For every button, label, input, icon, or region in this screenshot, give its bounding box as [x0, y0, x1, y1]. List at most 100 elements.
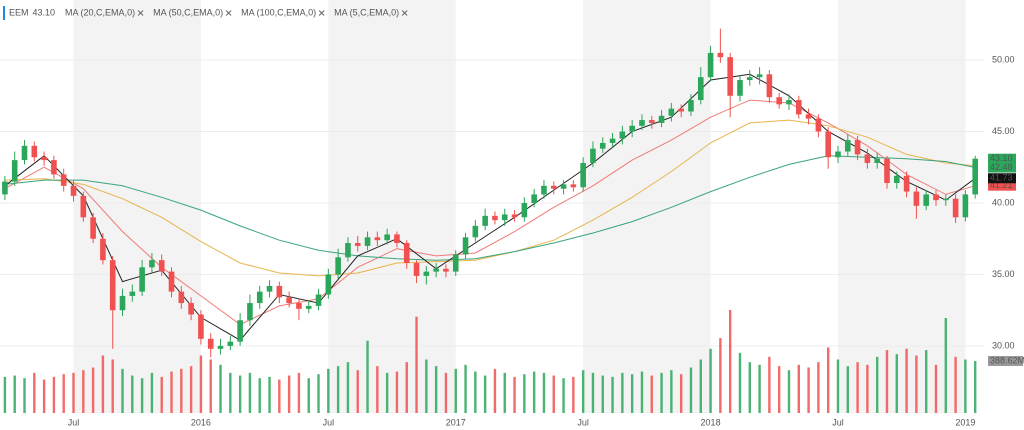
- candle-body: [844, 140, 851, 152]
- candle-body: [707, 52, 714, 78]
- ma-end-label-bg: [988, 180, 1016, 191]
- candle-body: [423, 271, 430, 276]
- candle-body: [482, 215, 488, 226]
- legend-close[interactable]: [318, 10, 325, 16]
- ma-end-label-bg: [988, 173, 1016, 184]
- candle-body: [766, 74, 773, 98]
- volume-bar: [924, 350, 928, 413]
- candle-body: [590, 148, 596, 163]
- x-tick-label: 2019: [955, 417, 975, 427]
- volume-bar: [679, 374, 683, 413]
- x-tick-label: Jul: [323, 417, 335, 427]
- volume-bar: [895, 354, 898, 413]
- candle-body: [492, 215, 498, 221]
- volume-bar: [209, 359, 212, 413]
- volume-bar: [385, 372, 389, 413]
- volume-bar: [719, 338, 722, 413]
- candle-body: [648, 120, 655, 123]
- candle-body: [737, 80, 743, 96]
- volume-bar: [140, 378, 144, 413]
- candle-body: [207, 338, 214, 349]
- candle-body: [217, 345, 224, 349]
- volume-bar: [42, 379, 46, 413]
- legend-item[interactable]: MA (5,C,EMA,0): [334, 7, 399, 17]
- volume-bar: [150, 372, 154, 413]
- candle-body: [746, 77, 753, 81]
- x-tick-label: 2018: [701, 417, 721, 427]
- volume-bar: [336, 366, 340, 413]
- volume-bar: [180, 368, 183, 413]
- ma-line: [4, 73, 976, 341]
- volume-bar: [856, 362, 859, 413]
- legend-item[interactable]: MA (50,C,EMA,0): [153, 7, 223, 17]
- candle-body: [149, 260, 155, 268]
- y-tick-label: 35.00: [992, 269, 1015, 279]
- candle-body: [678, 108, 684, 112]
- candle-body: [188, 303, 194, 315]
- volume-bar: [709, 348, 712, 413]
- volume-bar: [562, 378, 565, 413]
- volume: [3, 310, 977, 413]
- legend-price: 43.10: [33, 7, 56, 17]
- candle-body: [472, 225, 479, 238]
- legend-item[interactable]: MA (100,C,EMA,0): [241, 7, 316, 17]
- volume-bar: [787, 370, 791, 413]
- candle-body: [727, 57, 733, 96]
- candle-body: [364, 237, 371, 246]
- candle-body: [972, 158, 978, 195]
- volume-bar: [376, 366, 379, 413]
- volume-bar: [23, 378, 26, 413]
- volume-bar: [777, 366, 781, 413]
- candle-body: [786, 100, 792, 105]
- volume-bar: [581, 370, 585, 413]
- candle-body: [129, 291, 136, 296]
- legend-close[interactable]: [225, 10, 232, 16]
- candle-body: [658, 115, 665, 123]
- volume-bar: [591, 372, 595, 413]
- volume-bar: [170, 371, 173, 413]
- legend-close[interactable]: [401, 10, 408, 16]
- x-tick-label: Jul: [68, 417, 80, 427]
- candle-body: [952, 198, 959, 218]
- candle-body: [374, 237, 381, 241]
- ma-line: [4, 119, 976, 277]
- candle-body: [80, 195, 87, 218]
- volume-bar: [258, 378, 261, 413]
- period-band: [583, 0, 711, 413]
- volume-bar: [62, 374, 65, 413]
- volume-bar: [229, 372, 232, 413]
- volume-bar: [807, 367, 810, 413]
- candle-body: [119, 295, 126, 311]
- price-end-label-bg: [988, 153, 1016, 164]
- y-tick-label: 30.00: [992, 340, 1015, 350]
- candle-body: [893, 175, 900, 183]
- volume-bar: [954, 356, 957, 413]
- volume-bar: [395, 371, 399, 413]
- volume-bar: [91, 367, 95, 413]
- candle-body: [139, 267, 145, 292]
- volume-bar: [513, 376, 516, 413]
- legend-close[interactable]: [137, 10, 144, 16]
- volume-bar: [425, 359, 428, 413]
- candle-body: [70, 185, 77, 196]
- volume-bar: [327, 368, 330, 413]
- candle-body: [717, 52, 724, 58]
- candle-body: [21, 145, 28, 161]
- legend-item[interactable]: MA (20,C,EMA,0): [65, 7, 135, 17]
- volume-bar: [572, 376, 575, 413]
- legend-symbol: EEM: [9, 7, 29, 17]
- volume-bar: [699, 359, 702, 413]
- candle-body: [31, 145, 38, 158]
- volume-bar: [630, 374, 634, 413]
- y-tick-label: 50.00: [992, 54, 1015, 64]
- candle-body: [345, 243, 351, 258]
- volume-bar: [101, 355, 105, 413]
- ma-end-label: 41.73: [990, 173, 1013, 183]
- candle-body: [413, 263, 420, 276]
- volume-bar: [542, 372, 546, 413]
- volume-bar: [415, 316, 418, 413]
- candle-body: [11, 160, 18, 182]
- candle-body: [795, 100, 802, 115]
- volume-bar: [33, 372, 36, 413]
- volume-bar: [219, 364, 222, 413]
